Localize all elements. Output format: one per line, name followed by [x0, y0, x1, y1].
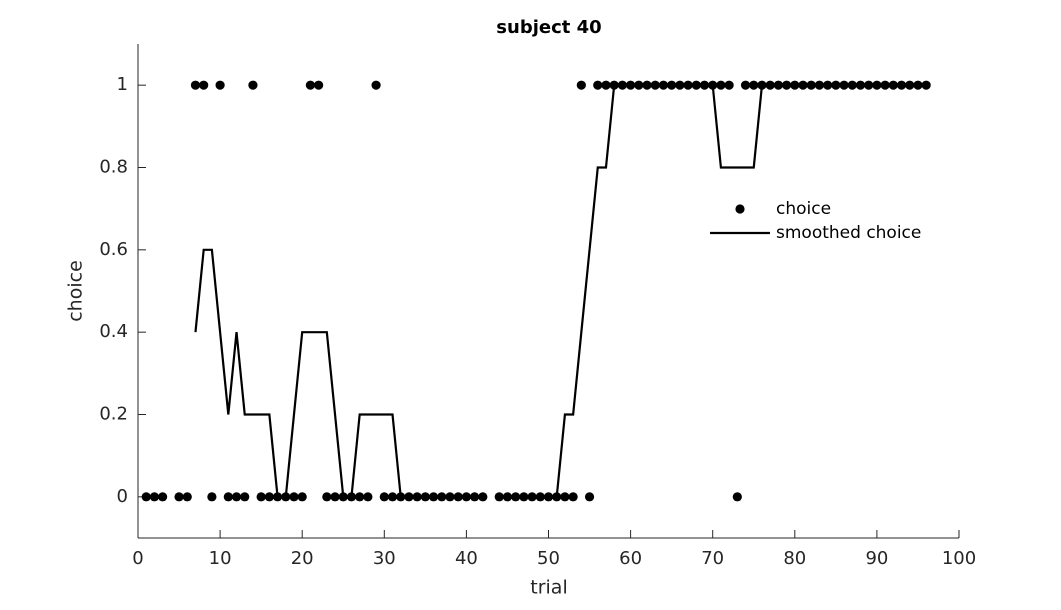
- x-tick-label: 0: [132, 548, 143, 569]
- choice-point: [568, 492, 578, 502]
- choice-point: [207, 492, 217, 502]
- choice-point: [601, 80, 611, 90]
- legend-marker: [735, 204, 745, 214]
- choice-point: [223, 492, 233, 502]
- choice-point: [314, 80, 324, 90]
- y-tick-label: 0.4: [99, 321, 128, 342]
- x-tick-label: 90: [865, 548, 888, 569]
- y-tick-label: 0.8: [99, 157, 128, 178]
- choice-point: [264, 492, 274, 502]
- x-tick-label: 10: [209, 548, 232, 569]
- choice-point: [231, 492, 242, 502]
- choice-point: [215, 80, 225, 90]
- choice-point: [182, 492, 192, 502]
- choice-point: [141, 492, 151, 502]
- choice-point: [470, 492, 480, 502]
- choice-point: [363, 492, 373, 502]
- choice-point: [387, 492, 398, 502]
- choice-point: [149, 492, 160, 502]
- choice-point: [478, 492, 488, 502]
- x-tick-label: 60: [619, 548, 642, 569]
- x-tick-label: 50: [537, 548, 560, 569]
- smoothed-line: [194, 84, 910, 498]
- choice-point: [921, 80, 931, 90]
- choice-point: [379, 492, 389, 502]
- y-tick-label: 0.6: [99, 239, 128, 260]
- choice-point: [174, 492, 184, 502]
- choice-point: [289, 492, 299, 502]
- choice-point: [256, 492, 266, 502]
- choice-point: [749, 80, 759, 90]
- choice-point: [502, 492, 513, 502]
- choice-point: [297, 492, 307, 502]
- y-tick-label: 0.2: [99, 404, 128, 425]
- choice-point: [190, 80, 201, 90]
- x-tick-label: 20: [291, 548, 314, 569]
- y-tick-label: 0: [117, 486, 128, 507]
- choice-point: [322, 492, 332, 502]
- x-tick-label: 40: [455, 548, 478, 569]
- choice-point: [732, 492, 742, 502]
- choice-point: [240, 492, 250, 502]
- legend-label: choice: [776, 199, 831, 219]
- choice-point: [913, 80, 923, 90]
- x-axis-label: trial: [530, 577, 567, 599]
- x-tick-label: 30: [373, 548, 396, 569]
- choice-point: [494, 492, 504, 502]
- choice-point: [305, 80, 316, 90]
- choice-point: [330, 492, 340, 502]
- choice-point: [355, 492, 365, 502]
- choice-point: [576, 80, 586, 90]
- x-tick-label: 80: [783, 548, 806, 569]
- choice-point: [560, 492, 570, 502]
- choice-point: [158, 492, 168, 502]
- choice-point: [724, 80, 734, 90]
- choice-point: [740, 80, 751, 90]
- choice-point: [199, 80, 209, 90]
- y-tick-label: 1: [117, 74, 128, 95]
- x-tick-label: 70: [701, 548, 724, 569]
- legend-label: smoothed choice: [776, 223, 921, 243]
- chart-title: subject 40: [496, 17, 601, 38]
- x-tick-label: 100: [942, 548, 976, 569]
- choice-point: [584, 492, 595, 502]
- choice-point: [593, 80, 603, 90]
- choice-point: [716, 80, 726, 90]
- y-axis-label: choice: [65, 260, 87, 322]
- choice-point: [371, 80, 381, 90]
- choice-point: [248, 80, 258, 90]
